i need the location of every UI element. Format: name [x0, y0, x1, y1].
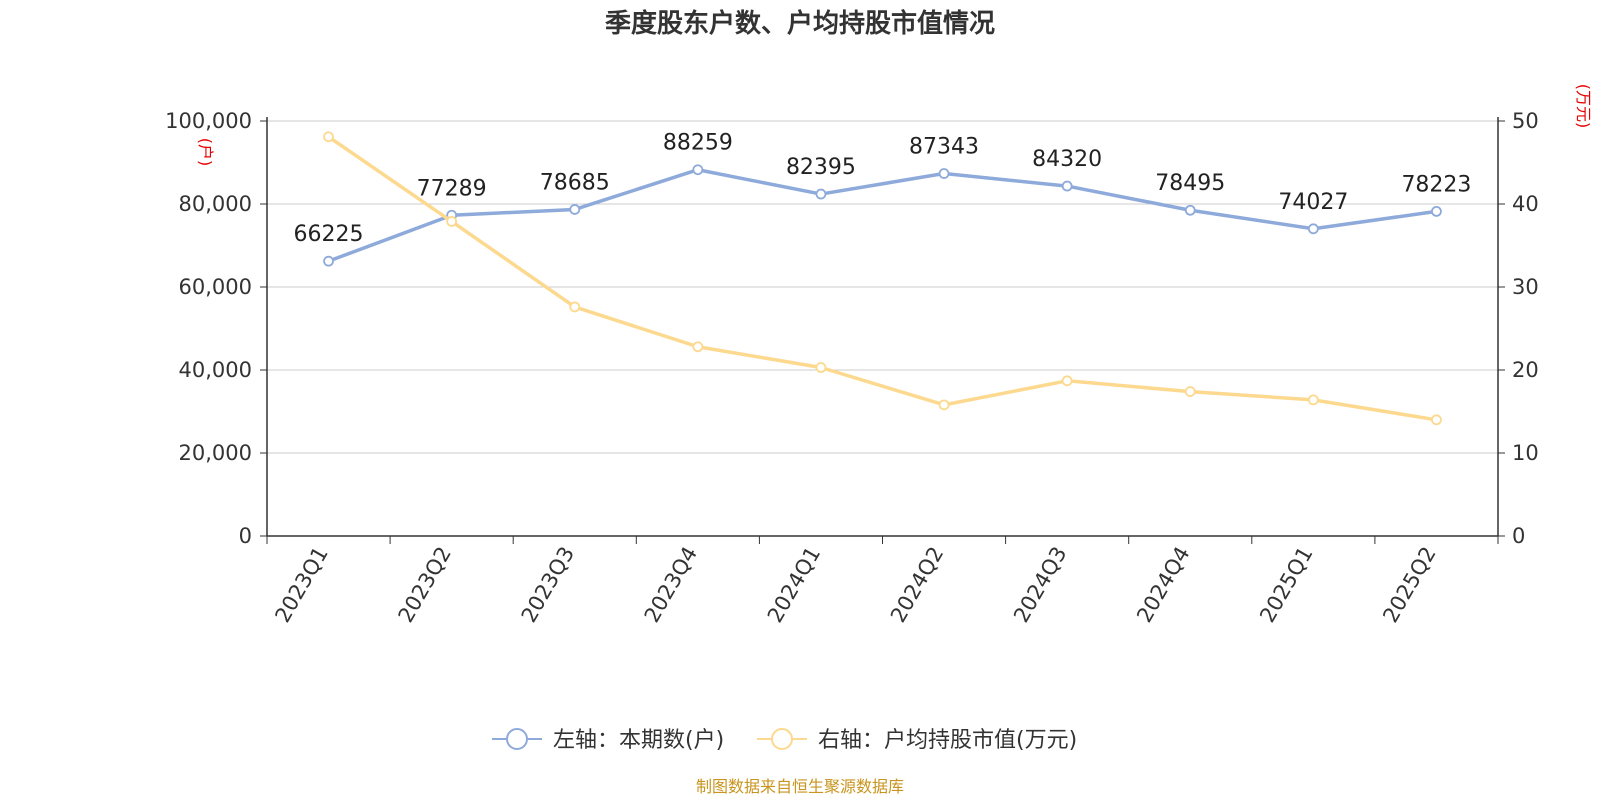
- x-tick-label: 2024Q2: [886, 543, 948, 627]
- left-tick-label: 80,000: [179, 192, 252, 216]
- data-point-right: [1307, 394, 1319, 406]
- data-point-left: [692, 164, 704, 176]
- data-point-left: [1307, 223, 1319, 235]
- legend-marker-right: [771, 728, 793, 750]
- data-label: 78223: [1401, 172, 1471, 197]
- data-point-left: [815, 188, 827, 200]
- legend-label-left: 左轴：本期数(户): [553, 728, 724, 753]
- data-point-left: [1061, 180, 1073, 192]
- left-axis-unit: (户): [196, 138, 215, 167]
- left-tick-label: 20,000: [179, 441, 252, 465]
- data-point-left: [938, 168, 950, 179]
- data-label: 78495: [1155, 171, 1225, 196]
- data-point-right: [815, 362, 827, 373]
- data-label: 78685: [540, 170, 610, 195]
- legend-item-right[interactable]: 右轴：户均持股市值(万元): [757, 728, 1077, 753]
- data-point-right: [569, 301, 581, 313]
- legend-label-right: 右轴：户均持股市值(万元): [818, 728, 1077, 753]
- legend[interactable]: 左轴：本期数(户) 右轴：户均持股市值(万元): [492, 728, 1077, 753]
- data-point-left: [1184, 204, 1196, 216]
- right-tick-label: 50: [1512, 109, 1539, 133]
- data-label: 66225: [294, 222, 364, 247]
- data-point-left: [323, 255, 334, 267]
- axes: 0 20,000 40,000 60,000 80,000 100,000 0 10 20 30 4…: [165, 109, 1539, 627]
- data-point-left: [569, 204, 581, 215]
- legend-item-left[interactable]: 左轴：本期数(户): [492, 728, 724, 753]
- x-tick-label: 2023Q2: [394, 543, 456, 627]
- data-label: 84320: [1032, 147, 1102, 172]
- data-point-right: [1061, 375, 1073, 387]
- grid-lines: [267, 120, 1498, 454]
- right-tick-label: 40: [1512, 192, 1539, 216]
- x-tick-label: 2023Q3: [517, 543, 579, 627]
- left-tick-label: 60,000: [179, 275, 252, 299]
- right-tick-label: 10: [1512, 441, 1539, 465]
- legend-marker-left: [506, 728, 528, 750]
- data-source-note: 制图数据来自恒生聚源数据库: [696, 777, 904, 796]
- right-axis-unit: (万元): [1574, 84, 1593, 129]
- data-label: 87343: [909, 135, 979, 160]
- x-tick-label: 2025Q1: [1255, 543, 1317, 627]
- right-tick-label: 20: [1512, 358, 1539, 382]
- data-point-right: [323, 131, 334, 143]
- data-label: 77289: [417, 176, 487, 201]
- data-point-left: [1431, 205, 1442, 217]
- x-tick-label: 2024Q4: [1132, 543, 1194, 627]
- data-point-right: [692, 341, 704, 353]
- chart-title: 季度股东户数、户均持股市值情况: [605, 8, 995, 39]
- data-point-right: [1431, 414, 1442, 426]
- right-tick-label: 30: [1512, 275, 1539, 299]
- data-label: 88259: [663, 131, 733, 156]
- data-labels: 66225 77289 78685 88259 82395 87343 84320 78495…: [294, 131, 1472, 247]
- data-point-right: [938, 399, 950, 411]
- left-tick-label: 0: [239, 524, 252, 548]
- x-tick-label: 2024Q3: [1009, 543, 1071, 627]
- data-label: 82395: [786, 155, 856, 180]
- x-tick-label: 2023Q1: [270, 543, 332, 627]
- left-tick-label: 40,000: [179, 358, 252, 382]
- data-point-right: [446, 216, 458, 227]
- x-tick-label: 2025Q2: [1378, 543, 1440, 627]
- x-tick-label: 2024Q1: [763, 543, 825, 627]
- series-layer: [323, 131, 1442, 426]
- data-point-right: [1184, 386, 1196, 397]
- right-tick-label: 0: [1512, 524, 1525, 548]
- left-tick-label: 100,000: [165, 109, 252, 133]
- x-tick-label: 2023Q4: [640, 543, 702, 627]
- series-line-right: [327, 135, 1437, 422]
- series-line-left: [327, 167, 1437, 263]
- data-label: 74027: [1278, 190, 1348, 215]
